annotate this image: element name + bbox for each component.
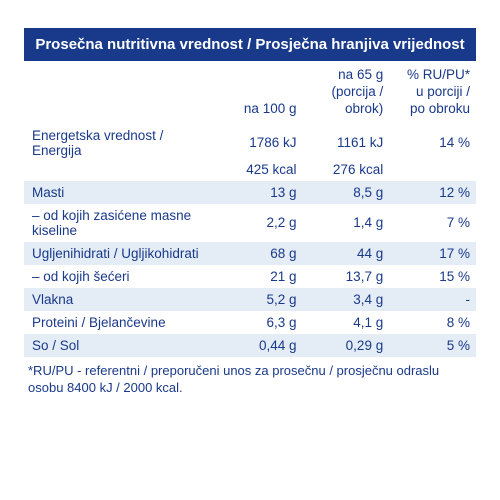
cell-val: 2,2 g <box>216 204 303 242</box>
cell-val: 6,3 g <box>216 311 303 334</box>
row-carbs: Ugljenihidrati / Ugljikohidrati 68 g 44 … <box>24 242 476 265</box>
col-per100: na 100 g <box>216 61 303 124</box>
cell-val: 5,2 g <box>216 288 303 311</box>
cell-val: 44 g <box>302 242 389 265</box>
row-fiber: Vlakna 5,2 g 3,4 g - <box>24 288 476 311</box>
col-per65: na 65 g (porcija / obrok) <box>302 61 389 124</box>
header-row: na 100 g na 65 g (porcija / obrok) % RU/… <box>24 61 476 124</box>
cell-label: Proteini / Bjelančevine <box>24 311 216 334</box>
cell-val: 1,4 g <box>302 204 389 242</box>
cell-label: Masti <box>24 181 216 204</box>
cell-label: Energetska vrednost / Energija <box>24 124 216 162</box>
cell-val: 1786 kJ <box>216 124 303 162</box>
cell-val: 17 % <box>389 242 476 265</box>
cell-val: 21 g <box>216 265 303 288</box>
cell-label: – od kojih šećeri <box>24 265 216 288</box>
cell-val: 8 % <box>389 311 476 334</box>
cell-label: So / Sol <box>24 334 216 357</box>
cell-label: Ugljenihidrati / Ugljikohidrati <box>24 242 216 265</box>
cell-val: 7 % <box>389 204 476 242</box>
row-protein: Proteini / Bjelančevine 6,3 g 4,1 g 8 % <box>24 311 476 334</box>
cell-label: – od kojih zasićene masne kiseline <box>24 204 216 242</box>
cell-val: - <box>389 288 476 311</box>
row-energy-kcal: 425 kcal 276 kcal <box>24 162 476 181</box>
cell-val: 3,4 g <box>302 288 389 311</box>
cell-val: 1161 kJ <box>302 124 389 162</box>
row-energy: Energetska vrednost / Energija 1786 kJ 1… <box>24 124 476 162</box>
cell-val: 5 % <box>389 334 476 357</box>
nutrition-table: na 100 g na 65 g (porcija / obrok) % RU/… <box>24 61 476 357</box>
cell-val: 0,44 g <box>216 334 303 357</box>
cell-val: 8,5 g <box>302 181 389 204</box>
cell-val: 4,1 g <box>302 311 389 334</box>
cell-val: 12 % <box>389 181 476 204</box>
footnote: *RU/PU - referentni / preporučeni unos z… <box>24 357 476 397</box>
cell-val: 68 g <box>216 242 303 265</box>
cell-val: 15 % <box>389 265 476 288</box>
table-title: Prosečna nutritivna vrednost / Prosječna… <box>24 28 476 61</box>
row-salt: So / Sol 0,44 g 0,29 g 5 % <box>24 334 476 357</box>
row-sugars: – od kojih šećeri 21 g 13,7 g 15 % <box>24 265 476 288</box>
cell-val: 425 kcal <box>216 162 303 181</box>
row-satfat: – od kojih zasićene masne kiseline 2,2 g… <box>24 204 476 242</box>
cell-val: 14 % <box>389 124 476 162</box>
cell-val: 276 kcal <box>302 162 389 181</box>
row-fat: Masti 13 g 8,5 g 12 % <box>24 181 476 204</box>
cell-val: 13,7 g <box>302 265 389 288</box>
col-rupu: % RU/PU* u porciji / po obroku <box>389 61 476 124</box>
cell-label: Vlakna <box>24 288 216 311</box>
cell-val: 13 g <box>216 181 303 204</box>
cell-val: 0,29 g <box>302 334 389 357</box>
